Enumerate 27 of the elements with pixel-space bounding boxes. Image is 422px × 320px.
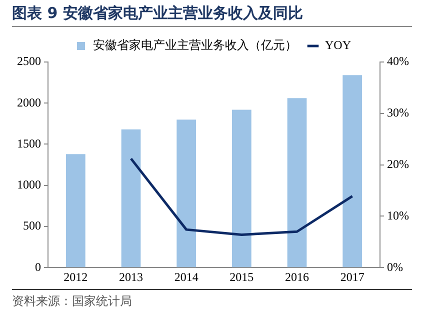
y2-tick-label: 30%	[387, 106, 410, 120]
y-tick-label: 0	[35, 260, 41, 274]
x-tick-label: 2017	[340, 270, 364, 284]
y-tick-label: 1500	[17, 136, 41, 150]
text: 资料来源：国家统计局	[12, 289, 412, 310]
y-tick-label: 2500	[17, 54, 41, 68]
x-tick-label: 2014	[174, 270, 198, 284]
legend-label: YOY	[325, 38, 352, 52]
y2-tick-label: 10%	[387, 208, 410, 222]
x-tick-label: 2013	[119, 270, 143, 284]
y-tick-label: 500	[23, 218, 41, 233]
y2-tick-label: 20%	[387, 156, 410, 171]
y-tick-label: 1000	[17, 178, 41, 192]
y2-tick-label: 0%	[387, 260, 404, 274]
bar	[121, 129, 141, 268]
bar	[342, 75, 362, 268]
bar	[66, 154, 86, 268]
bar	[232, 110, 252, 268]
bar	[176, 120, 196, 268]
chart-title: 图表 9 安徽省家电产业主营业务收入及同比	[12, 4, 412, 27]
x-tick-label: 2015	[230, 270, 254, 284]
x-tick-label: 2016	[285, 270, 310, 284]
bar	[287, 98, 307, 268]
y2-tick-label: 40%	[387, 54, 410, 68]
x-tick-label: 2012	[64, 270, 88, 284]
y-tick-label: 2000	[17, 95, 41, 110]
legend-label: 安徽省家电产业主营业务收入（亿元）	[93, 38, 297, 52]
